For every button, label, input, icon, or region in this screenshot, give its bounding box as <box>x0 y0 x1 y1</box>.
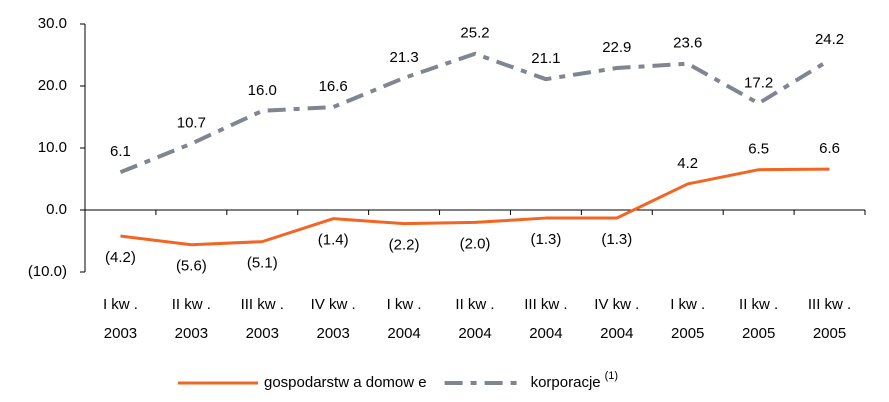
x-tick-label: III kw . <box>524 296 567 313</box>
data-label: 23.6 <box>673 35 702 52</box>
x-tick-label: 2003 <box>316 325 349 342</box>
legend-label: korporacje <box>531 374 601 391</box>
data-label: (5.1) <box>247 255 278 272</box>
y-tick-label: 0.0 <box>46 201 67 218</box>
x-tick-label: I kw . <box>103 296 138 313</box>
x-tick-label: IV kw . <box>311 296 356 313</box>
x-tick-label: II kw . <box>455 296 494 313</box>
x-tick-label: II kw . <box>172 296 211 313</box>
y-tick-label: 30.0 <box>38 15 67 32</box>
data-label: 16.0 <box>248 82 277 99</box>
x-tick-label: 2004 <box>458 325 491 342</box>
data-label: 22.9 <box>602 39 631 56</box>
x-tick-label: III kw . <box>808 296 851 313</box>
x-tick-label: 2003 <box>104 325 137 342</box>
data-label: (1.3) <box>530 231 561 248</box>
legend-label: gospodarstw a domow e <box>264 374 427 391</box>
data-label: (1.4) <box>318 232 349 249</box>
data-label: 10.7 <box>177 115 206 132</box>
data-label: (2.2) <box>389 237 420 254</box>
y-tick-label: 20.0 <box>38 77 67 94</box>
x-tick-label: 2003 <box>246 325 279 342</box>
x-tick-label: II kw . <box>739 296 778 313</box>
data-label: 4.2 <box>677 155 698 172</box>
x-tick-label: 2003 <box>175 325 208 342</box>
data-label: (2.0) <box>460 235 491 252</box>
x-tick-label: 2005 <box>742 325 775 342</box>
x-tick-label: 2005 <box>671 325 704 342</box>
data-label: 6.1 <box>110 143 131 160</box>
data-label: 24.2 <box>815 31 844 48</box>
data-label: 21.1 <box>531 50 560 67</box>
data-label: 16.6 <box>319 78 348 95</box>
data-label: 6.6 <box>819 140 840 157</box>
x-tick-label: I kw . <box>670 296 705 313</box>
data-label: (1.3) <box>601 231 632 248</box>
data-label: 6.5 <box>748 141 769 158</box>
data-label: 21.3 <box>389 49 418 66</box>
series-line <box>120 167 830 247</box>
y-tick-label: 10.0 <box>38 139 67 156</box>
x-tick-label: 2004 <box>387 325 420 342</box>
x-tick-label: I kw . <box>387 296 422 313</box>
x-tick-label: 2005 <box>813 325 846 342</box>
x-tick-label: 2004 <box>529 325 562 342</box>
x-tick-label: 2004 <box>600 325 633 342</box>
data-label: (5.6) <box>176 258 207 275</box>
y-tick-label: (10.0) <box>28 263 67 280</box>
x-tick-label: III kw . <box>241 296 284 313</box>
legend-note: (1) <box>605 370 618 382</box>
data-label: 17.2 <box>744 74 773 91</box>
data-label: 25.2 <box>460 25 489 42</box>
data-label: (4.2) <box>105 249 136 266</box>
series-line <box>119 51 831 175</box>
x-tick-label: IV kw . <box>594 296 639 313</box>
